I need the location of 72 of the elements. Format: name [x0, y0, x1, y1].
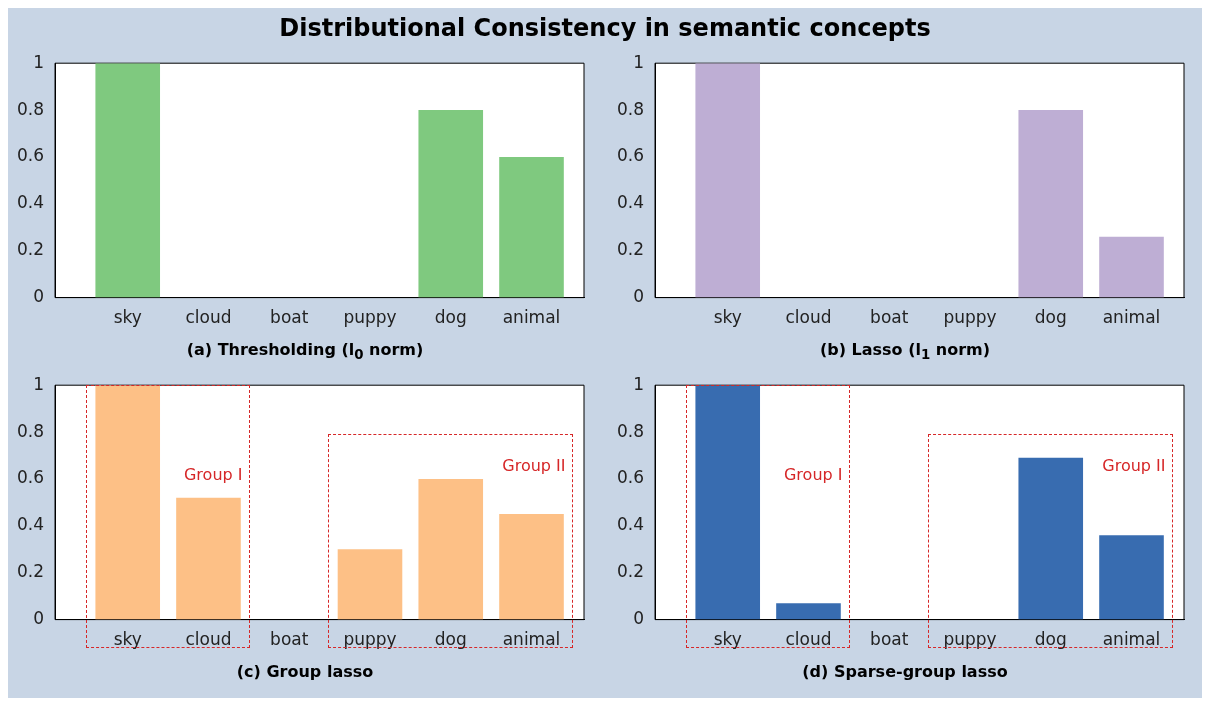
x-tick-label: puppy — [343, 307, 397, 328]
bar — [1099, 535, 1164, 620]
y-tick-label: 1 — [633, 373, 645, 394]
bar — [695, 385, 761, 620]
annotation: Group II — [1102, 456, 1166, 476]
x-tick-label: puppy — [343, 629, 397, 650]
y-tick-label: 0 — [633, 608, 645, 629]
y-tick-label: 0.2 — [616, 561, 645, 582]
bar — [418, 110, 484, 298]
bar — [176, 497, 241, 620]
y-tick-label: 0 — [33, 608, 45, 629]
bar — [337, 549, 403, 620]
x-tick-label: animal — [1102, 307, 1161, 328]
y-tick-label: 0.6 — [616, 145, 645, 166]
x-tick-label: sky — [713, 629, 742, 650]
y-tick-label: 0 — [633, 286, 645, 307]
y-tick-label: 0.4 — [616, 514, 645, 535]
y-tick-label: 1 — [33, 373, 45, 394]
x-tick-label: boat — [870, 307, 909, 328]
x-tick-label: cloud — [185, 307, 232, 328]
x-tick-label: sky — [713, 307, 742, 328]
x-axis-title: (c) Group lasso — [235, 662, 375, 683]
bar — [499, 156, 564, 298]
x-tick-label: sky — [113, 307, 142, 328]
chart-title: Distributional Consistency in semantic concepts — [278, 14, 932, 44]
x-tick-label: cloud — [785, 307, 832, 328]
y-tick-label: 0.2 — [616, 239, 645, 260]
y-tick-label: 0.4 — [616, 192, 645, 213]
x-tick-label: puppy — [943, 629, 997, 650]
x-tick-label: cloud — [185, 629, 232, 650]
y-tick-label: 0.8 — [16, 420, 45, 441]
bar — [499, 514, 564, 620]
y-tick-label: 0.8 — [16, 98, 45, 119]
x-tick-label: animal — [502, 307, 561, 328]
bar — [1018, 110, 1084, 298]
y-tick-label: 1 — [633, 51, 645, 72]
y-tick-label: 0.2 — [16, 561, 45, 582]
y-tick-label: 0.4 — [16, 192, 45, 213]
bar — [1099, 236, 1164, 298]
x-tick-label: boat — [270, 307, 309, 328]
y-tick-label: 0 — [33, 286, 45, 307]
y-tick-label: 0.8 — [616, 98, 645, 119]
y-tick-label: 0.4 — [16, 514, 45, 535]
x-tick-label: animal — [1102, 629, 1161, 650]
y-tick-label: 0.2 — [16, 239, 45, 260]
bar — [695, 63, 761, 298]
annotation: Group II — [502, 456, 566, 476]
x-axis-title: (d) Sparse-group lasso — [801, 662, 1009, 683]
y-tick-label: 0.6 — [616, 467, 645, 488]
y-tick-label: 0.8 — [616, 420, 645, 441]
x-tick-label: sky — [113, 629, 142, 650]
annotation: Group I — [783, 465, 843, 485]
x-tick-label: boat — [870, 629, 909, 650]
bar — [1018, 457, 1084, 620]
x-tick-label: cloud — [785, 629, 832, 650]
x-tick-label: dog — [434, 307, 467, 328]
annotation: Group I — [183, 465, 243, 485]
x-tick-label: dog — [434, 629, 467, 650]
x-tick-label: animal — [502, 629, 561, 650]
bar — [95, 63, 161, 298]
x-tick-label: dog — [1034, 307, 1067, 328]
x-tick-label: dog — [1034, 629, 1067, 650]
x-tick-label: puppy — [943, 307, 997, 328]
bar — [418, 478, 484, 620]
x-axis-title: (b) Lasso (l$_{1}$ norm) — [818, 340, 992, 365]
bar — [95, 385, 161, 620]
y-tick-label: 0.6 — [16, 467, 45, 488]
bar — [776, 603, 841, 620]
x-tick-label: boat — [270, 629, 309, 650]
y-tick-label: 0.6 — [16, 145, 45, 166]
y-tick-label: 1 — [33, 51, 45, 72]
x-axis-title: (a) Thresholding (l$_{0}$ norm) — [185, 340, 425, 365]
